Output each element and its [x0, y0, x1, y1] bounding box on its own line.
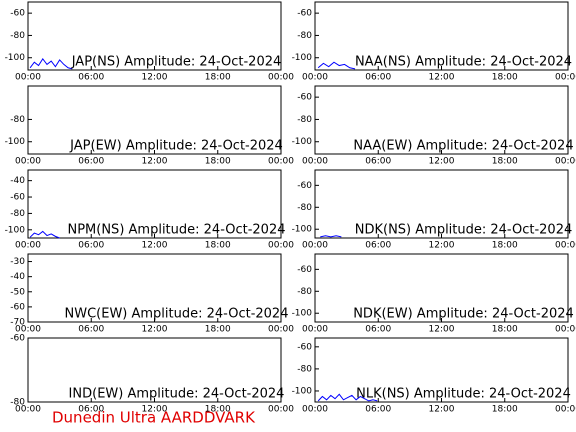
y-tick-label: -80 — [297, 364, 312, 374]
y-tick-label: -100 — [292, 309, 313, 319]
footer: Dunedin Ultra AARDDVARK — [52, 409, 256, 427]
x-tick-label: 06:00 — [78, 73, 104, 83]
x-tick-label: 18:00 — [492, 73, 518, 83]
x-tick-label: 00:00 — [555, 241, 576, 251]
x-tick-label: 12:00 — [142, 325, 168, 335]
x-tick-label: 00:00 — [268, 73, 294, 83]
y-tick-label: -100 — [5, 225, 26, 235]
y-tick-label: -100 — [292, 53, 313, 63]
y-tick-label: -30 — [10, 257, 25, 267]
x-tick-label: 06:00 — [365, 241, 391, 251]
y-tick-label: -100 — [5, 137, 26, 147]
panel-title: NWC(EW) Amplitude: 24-Oct-2024 — [65, 307, 289, 322]
x-tick-label: 00:00 — [302, 73, 328, 83]
y-tick-label: -60 — [297, 181, 312, 191]
y-tick-label: -80 — [297, 31, 312, 41]
x-tick-label: 18:00 — [205, 73, 231, 83]
x-tick-label: 06:00 — [365, 405, 391, 415]
x-tick-label: 00:00 — [302, 241, 328, 251]
x-tick-label: 00:00 — [268, 325, 294, 335]
y-tick-label: -80 — [10, 398, 25, 408]
y-tick-label: -60 — [297, 9, 312, 19]
x-tick-label: 18:00 — [205, 405, 231, 415]
x-tick-label: 06:00 — [78, 157, 104, 167]
x-tick-label: 06:00 — [365, 73, 391, 83]
x-tick-label: 00:00 — [555, 325, 576, 335]
y-tick-label: -50 — [10, 287, 25, 297]
y-tick-label: -100 — [5, 53, 26, 63]
panel-title: NAA(EW) Amplitude: 24-Oct-2024 — [353, 139, 573, 154]
panel-title: NDK(NS) Amplitude: 24-Oct-2024 — [355, 223, 573, 238]
y-tick-label: -40 — [10, 176, 25, 186]
panel-title: JAP(EW) Amplitude: 24-Oct-2024 — [69, 139, 283, 154]
panel-title: NLK(NS) Amplitude: 24-Oct-2024 — [356, 387, 571, 402]
x-tick-label: 06:00 — [365, 157, 391, 167]
x-tick-label: 00:00 — [555, 405, 576, 415]
x-tick-label: 18:00 — [492, 157, 518, 167]
y-tick-label: -80 — [297, 203, 312, 213]
x-tick-label: 00:00 — [302, 405, 328, 415]
x-tick-label: 00:00 — [268, 241, 294, 251]
x-tick-label: 00:00 — [302, 157, 328, 167]
amplitude-line — [317, 61, 356, 70]
y-tick-label: -80 — [10, 115, 25, 125]
amplitude-line — [29, 230, 60, 239]
y-tick-label: -80 — [297, 287, 312, 297]
x-tick-label: 00:00 — [15, 157, 41, 167]
x-tick-label: 06:00 — [78, 405, 104, 415]
y-tick-label: -40 — [10, 272, 25, 282]
x-tick-label: 18:00 — [205, 325, 231, 335]
y-tick-label: -80 — [10, 209, 25, 219]
x-tick-label: 12:00 — [142, 405, 168, 415]
y-tick-label: -60 — [297, 93, 312, 103]
x-tick-label: 06:00 — [78, 325, 104, 335]
x-tick-label: 12:00 — [429, 325, 455, 335]
y-tick-label: -100 — [292, 225, 313, 235]
y-tick-label: -60 — [10, 334, 25, 344]
x-tick-label: 00:00 — [555, 157, 576, 167]
x-tick-label: 00:00 — [555, 73, 576, 83]
amplitude-line — [29, 57, 73, 70]
x-tick-label: 12:00 — [429, 157, 455, 167]
x-tick-label: 06:00 — [78, 241, 104, 251]
y-tick-label: -60 — [10, 9, 25, 19]
x-tick-label: 12:00 — [429, 73, 455, 83]
amplitude-line — [317, 393, 378, 402]
x-tick-label: 18:00 — [205, 157, 231, 167]
x-tick-label: 18:00 — [492, 405, 518, 415]
x-tick-label: 12:00 — [429, 405, 455, 415]
x-tick-label: 12:00 — [429, 241, 455, 251]
y-tick-label: -100 — [292, 137, 313, 147]
panel-title: IND(EW) Amplitude: 24-Oct-2024 — [69, 387, 285, 402]
x-tick-label: 00:00 — [15, 405, 41, 415]
x-tick-label: 12:00 — [142, 73, 168, 83]
y-tick-label: -70 — [10, 318, 25, 328]
y-tick-label: -60 — [297, 342, 312, 352]
x-tick-label: 06:00 — [365, 325, 391, 335]
x-tick-label: 00:00 — [15, 325, 41, 335]
panel-title: NAA(NS) Amplitude: 24-Oct-2024 — [355, 55, 572, 70]
x-tick-label: 12:00 — [142, 157, 168, 167]
x-tick-label: 00:00 — [268, 405, 294, 415]
y-tick-label: -60 — [297, 265, 312, 275]
panel-title: JAP(NS) Amplitude: 24-Oct-2024 — [71, 55, 282, 70]
x-tick-label: 18:00 — [492, 241, 518, 251]
amplitude-line — [320, 235, 342, 238]
panel-title: NDK(EW) Amplitude: 24-Oct-2024 — [353, 307, 574, 322]
x-tick-label: 18:00 — [205, 241, 231, 251]
y-tick-label: -60 — [10, 302, 25, 312]
y-tick-label: -100 — [292, 386, 313, 396]
y-tick-label: -80 — [10, 31, 25, 41]
y-tick-label: -60 — [10, 193, 25, 203]
x-tick-label: 00:00 — [302, 325, 328, 335]
x-tick-label: 12:00 — [142, 241, 168, 251]
panel-title: NPM(NS) Amplitude: 24-Oct-2024 — [67, 223, 285, 238]
x-tick-label: 00:00 — [15, 241, 41, 251]
y-tick-label: -80 — [297, 115, 312, 125]
x-tick-label: 00:00 — [268, 157, 294, 167]
x-tick-label: 18:00 — [492, 325, 518, 335]
x-tick-label: 00:00 — [15, 73, 41, 83]
